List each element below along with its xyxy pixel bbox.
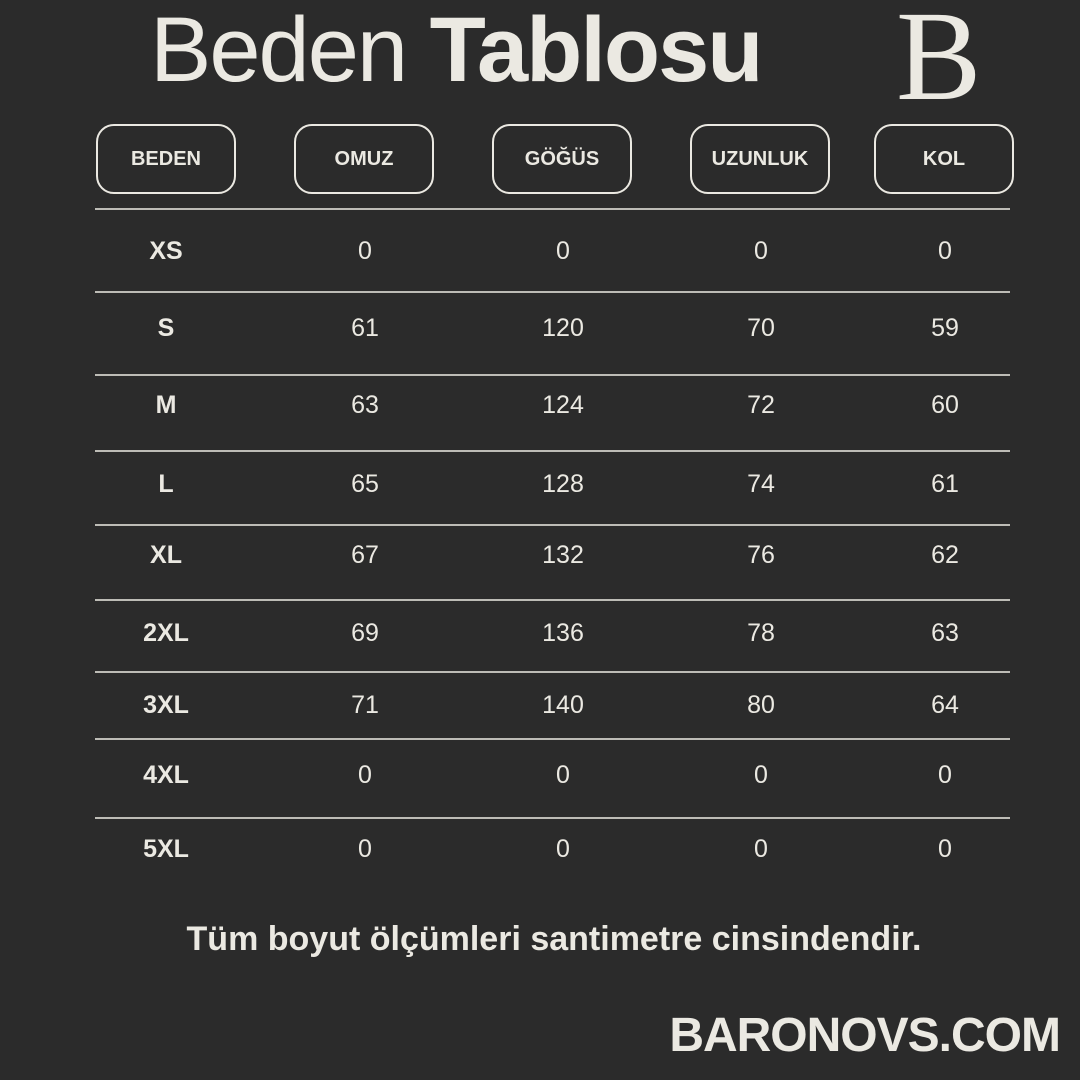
measurement-cell: 0 <box>754 835 768 863</box>
page-title: Beden Tablosu <box>150 0 764 101</box>
measurement-cell: 61 <box>351 314 379 342</box>
row-divider <box>95 599 1010 601</box>
size-label: 5XL <box>143 835 189 863</box>
measurement-cell: 74 <box>747 470 775 498</box>
measurement-cell: 132 <box>542 541 584 569</box>
row-divider <box>95 671 1010 673</box>
row-divider <box>95 817 1010 819</box>
measurement-cell: 0 <box>754 237 768 265</box>
measurement-cell: 124 <box>542 391 584 419</box>
measurement-cell: 62 <box>931 541 959 569</box>
measurement-cell: 0 <box>358 835 372 863</box>
measurement-cell: 64 <box>931 691 959 719</box>
size-label: 4XL <box>143 761 189 789</box>
row-divider <box>95 738 1010 740</box>
size-label: S <box>157 314 175 342</box>
column-header-3: UZUNLUK <box>690 124 830 194</box>
measurement-cell: 0 <box>754 761 768 789</box>
measurement-cell: 63 <box>931 619 959 647</box>
measurement-cell: 0 <box>556 835 570 863</box>
title-bold: Tablosu <box>429 0 764 101</box>
measurement-cell: 120 <box>542 314 584 342</box>
measurement-cell: 76 <box>747 541 775 569</box>
row-divider <box>95 291 1010 293</box>
measurement-cell: 0 <box>938 237 952 265</box>
row-divider <box>95 374 1010 376</box>
row-divider <box>95 524 1010 526</box>
size-label: XL <box>150 541 182 569</box>
measurement-cell: 0 <box>556 761 570 789</box>
measurement-cell: 67 <box>351 541 379 569</box>
measurement-cell: 78 <box>747 619 775 647</box>
column-header-1: OMUZ <box>294 124 434 194</box>
row-divider <box>95 450 1010 452</box>
measurement-cell: 61 <box>931 470 959 498</box>
brand-website: BARONOVS.COM <box>669 1009 1061 1062</box>
size-label: XS <box>149 237 183 265</box>
measurement-cell: 60 <box>931 391 959 419</box>
measurement-cell: 0 <box>938 835 952 863</box>
measurement-cell: 128 <box>542 470 584 498</box>
title-light: Beden <box>150 0 408 101</box>
measurement-cell: 0 <box>358 237 372 265</box>
measurement-cell: 71 <box>351 691 379 719</box>
measurement-cell: 140 <box>542 691 584 719</box>
row-divider <box>95 208 1010 210</box>
measurement-cell: 69 <box>351 619 379 647</box>
size-label: M <box>155 391 177 419</box>
measurement-cell: 80 <box>747 691 775 719</box>
brand-logo: B <box>896 0 982 127</box>
size-label: 3XL <box>143 691 189 719</box>
measurement-cell: 0 <box>556 237 570 265</box>
column-header-2: GÖĞÜS <box>492 124 632 194</box>
measurement-cell: 65 <box>351 470 379 498</box>
column-header-4: KOL <box>874 124 1014 194</box>
measurement-cell: 59 <box>931 314 959 342</box>
size-label: 2XL <box>143 619 189 647</box>
units-note: Tüm boyut ölçümleri santimetre cinsinden… <box>186 920 922 958</box>
measurement-cell: 70 <box>747 314 775 342</box>
measurement-cell: 72 <box>747 391 775 419</box>
measurement-cell: 0 <box>358 761 372 789</box>
measurement-cell: 0 <box>938 761 952 789</box>
size-label: L <box>158 470 174 498</box>
column-header-0: BEDEN <box>96 124 236 194</box>
measurement-cell: 136 <box>542 619 584 647</box>
measurement-cell: 63 <box>351 391 379 419</box>
